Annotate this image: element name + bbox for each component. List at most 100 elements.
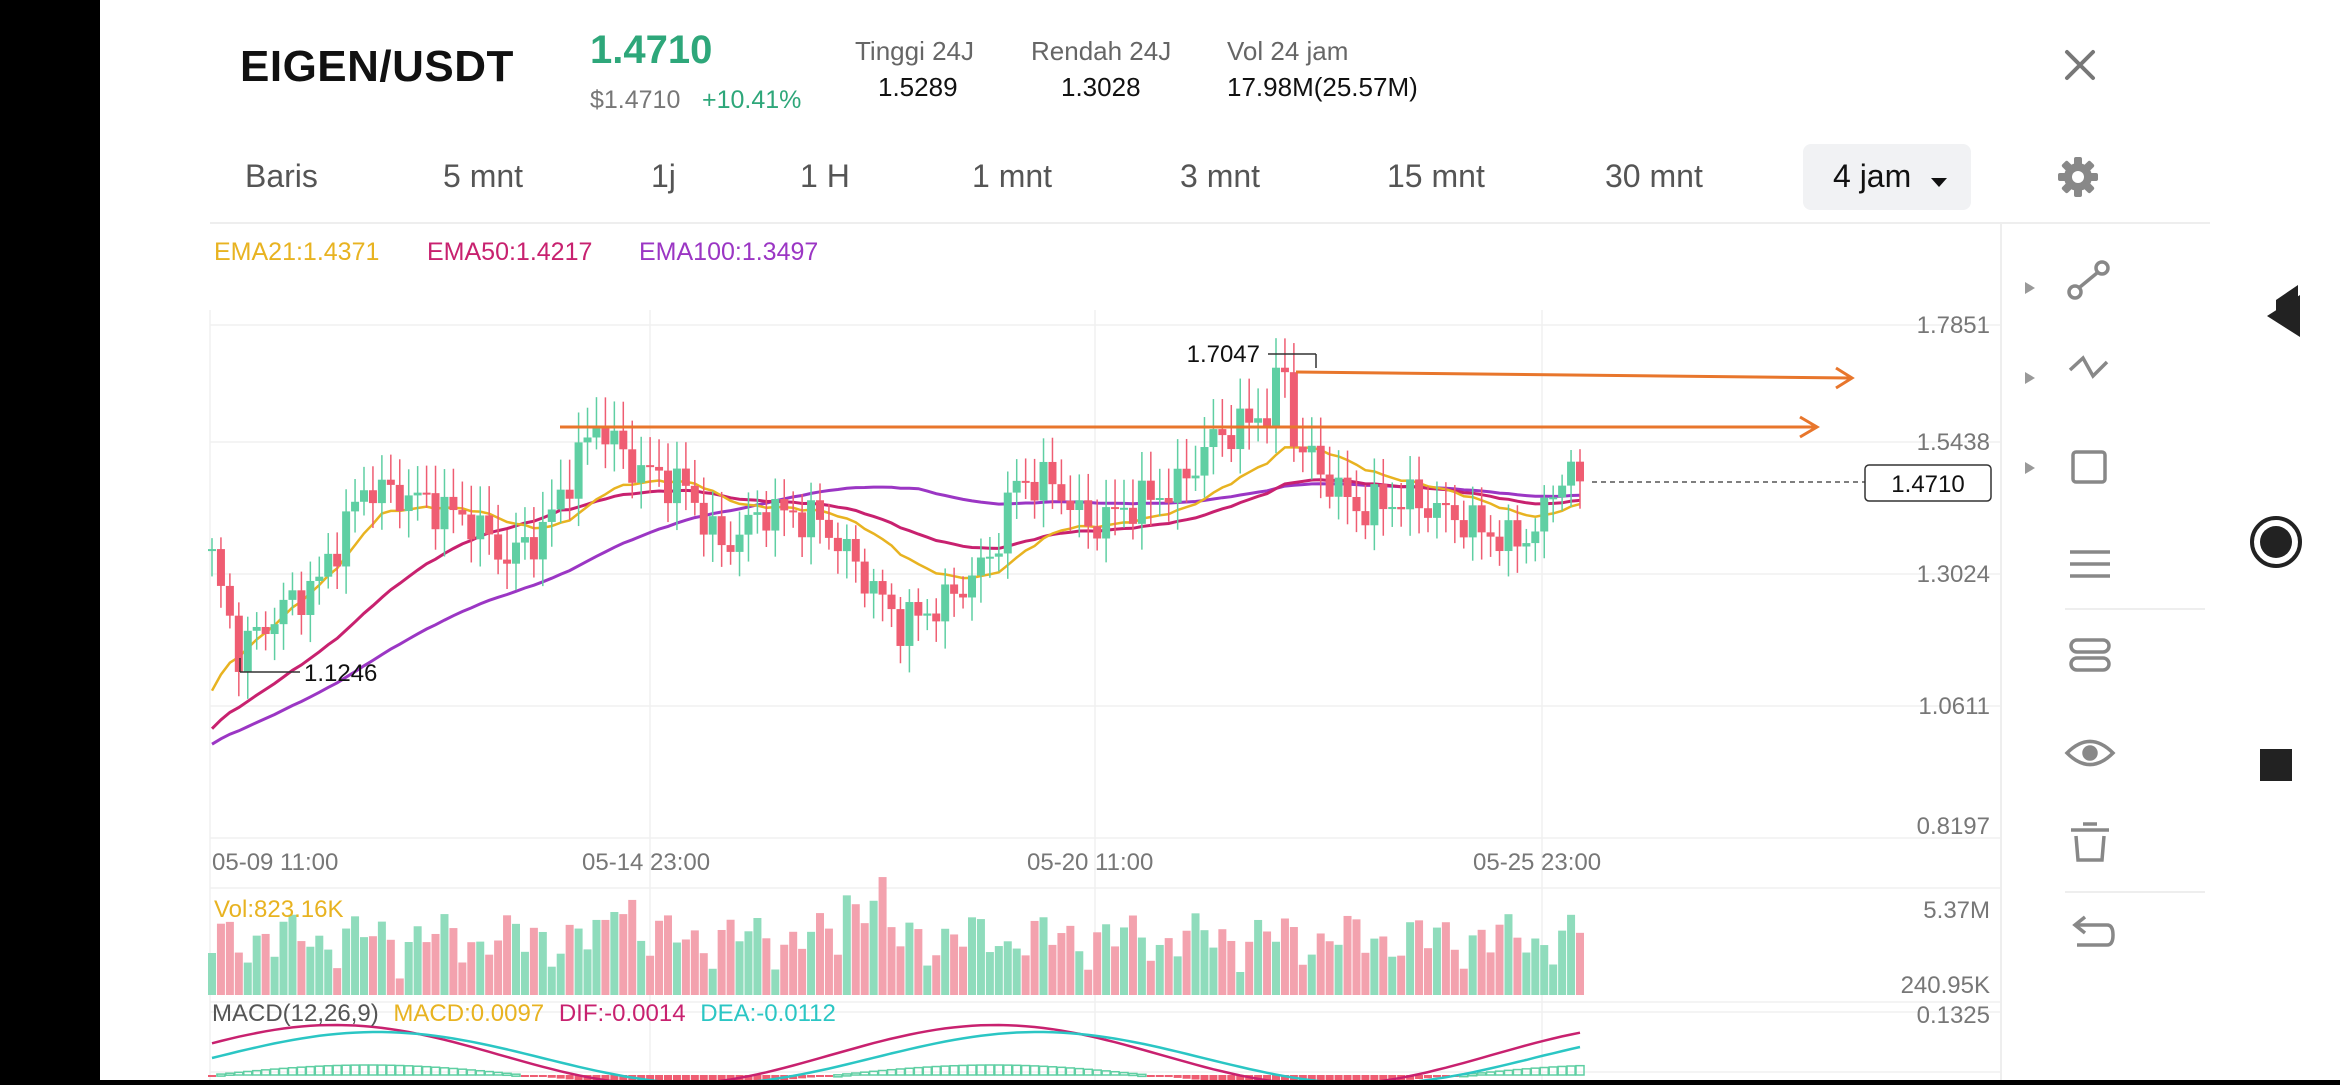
volume-bar bbox=[288, 914, 297, 995]
macd-bar bbox=[1164, 1075, 1173, 1078]
chart-panel: EIGEN/USDT 1.4710 $1.4710 +10.41% Tinggi… bbox=[100, 0, 2210, 1080]
tab-5m[interactable]: 5 mnt bbox=[443, 158, 524, 194]
candle-body bbox=[1432, 503, 1441, 518]
candle-body bbox=[637, 465, 646, 483]
macd-bar bbox=[574, 1075, 583, 1080]
visibility-eye-icon[interactable] bbox=[2064, 739, 2116, 767]
channel-icon[interactable] bbox=[2069, 638, 2111, 672]
macd-bar bbox=[1343, 1075, 1352, 1080]
macd-bar bbox=[538, 1075, 547, 1077]
undo-icon[interactable] bbox=[2072, 915, 2115, 947]
candle-body bbox=[208, 549, 216, 552]
tab-3m[interactable]: 3 mnt bbox=[1180, 158, 1261, 194]
low-annotation: 1.1246 bbox=[239, 658, 377, 687]
volume-bar bbox=[431, 933, 440, 995]
tab-1j[interactable]: 1j bbox=[651, 158, 676, 194]
candle-body bbox=[1558, 485, 1567, 498]
volume-bar bbox=[1325, 941, 1334, 995]
macd-bar bbox=[816, 1075, 824, 1077]
multi-line-icon[interactable] bbox=[2068, 355, 2109, 379]
expand-arrow-icon[interactable] bbox=[2025, 462, 2035, 474]
macd-bar bbox=[913, 1066, 924, 1076]
candlestick-chart[interactable]: 1.7851 1.5438 1.3024 1.0611 0.8197 05-09… bbox=[100, 0, 2000, 1080]
macd-bar bbox=[565, 1075, 574, 1080]
volume-bar bbox=[762, 938, 771, 995]
macd-bar bbox=[430, 1066, 441, 1076]
candle-body bbox=[592, 426, 601, 438]
tab-1h[interactable]: 1 H bbox=[800, 158, 850, 194]
candle-body bbox=[270, 624, 279, 635]
candle-body bbox=[1513, 520, 1522, 547]
tab-1m[interactable]: 1 mnt bbox=[972, 158, 1053, 194]
tab-15m[interactable]: 15 mnt bbox=[1387, 158, 1485, 194]
candle-body bbox=[1012, 480, 1021, 493]
macd-bar bbox=[1476, 1072, 1487, 1076]
macd-bar bbox=[868, 1070, 879, 1076]
settings-gear-icon[interactable] bbox=[2053, 152, 2103, 202]
fib-icon[interactable] bbox=[2070, 550, 2110, 578]
candle-body bbox=[1227, 435, 1236, 450]
candle-body bbox=[1325, 474, 1334, 497]
candle-body bbox=[1003, 492, 1012, 554]
volume-bar bbox=[1263, 931, 1272, 995]
tab-4-jam-active[interactable]: 4 jam bbox=[1833, 158, 1948, 197]
volume-bar bbox=[717, 929, 726, 995]
candle-body bbox=[1415, 479, 1424, 509]
candle-body bbox=[1486, 532, 1495, 537]
volume-bar bbox=[1218, 929, 1227, 995]
candle-body bbox=[1450, 505, 1459, 521]
tab-baris[interactable]: Baris bbox=[245, 158, 318, 194]
macd-bar bbox=[1424, 1075, 1432, 1079]
close-icon[interactable] bbox=[2055, 40, 2105, 90]
volume-bar bbox=[923, 965, 932, 995]
candle-body bbox=[342, 511, 351, 567]
candle-body bbox=[1218, 429, 1227, 436]
candle-body bbox=[1406, 479, 1415, 510]
macd-bar bbox=[1388, 1075, 1397, 1080]
candle-body bbox=[458, 510, 467, 515]
macd-bar bbox=[842, 1073, 852, 1077]
candle-body bbox=[1111, 507, 1120, 510]
volume-bar bbox=[851, 904, 860, 995]
expand-arrow-icon[interactable] bbox=[2025, 282, 2035, 294]
volume-bar bbox=[583, 949, 592, 995]
volume-bar bbox=[1549, 964, 1558, 995]
volume-bar bbox=[1236, 971, 1245, 995]
macd-legend: MACD(12,26,9) MACD:0.0097 DIF:-0.0014 DE… bbox=[212, 1000, 836, 1028]
volume-bar bbox=[234, 952, 243, 995]
volume-bar bbox=[1486, 952, 1495, 995]
candle-body bbox=[360, 490, 368, 502]
home-circle-icon[interactable] bbox=[2250, 516, 2302, 568]
ray-line-icon[interactable] bbox=[2067, 260, 2110, 300]
rectangle-icon[interactable] bbox=[2071, 450, 2107, 484]
vol-legend: Vol:823.16K bbox=[214, 896, 344, 923]
candle-body bbox=[324, 553, 333, 577]
expand-arrow-icon[interactable] bbox=[2025, 372, 2035, 384]
candle-body bbox=[431, 493, 440, 530]
candle-body bbox=[1352, 496, 1361, 512]
macd-bar bbox=[1263, 1075, 1272, 1080]
volume-bar bbox=[467, 942, 476, 995]
back-triangle-icon[interactable] bbox=[2267, 295, 2300, 337]
high-label: 1.7047 bbox=[1187, 341, 1260, 368]
macd-bar bbox=[1548, 1066, 1558, 1076]
recents-square-icon[interactable] bbox=[2260, 749, 2292, 781]
trend-line-lower[interactable] bbox=[560, 415, 1820, 439]
macd-bar bbox=[949, 1064, 959, 1076]
candle-body bbox=[1245, 408, 1254, 423]
trend-line-upper[interactable] bbox=[1295, 366, 1855, 390]
volume-bar bbox=[1111, 946, 1120, 995]
candle-body bbox=[1316, 445, 1325, 475]
macd-bar bbox=[448, 1067, 459, 1076]
ema50-legend: EMA50:1.4217 bbox=[427, 238, 593, 266]
trash-icon[interactable] bbox=[2071, 822, 2109, 862]
volume-bar bbox=[270, 956, 279, 995]
macd-bar bbox=[753, 1075, 762, 1080]
drawing-toolbar bbox=[2025, 260, 2205, 947]
candle-body bbox=[1173, 468, 1182, 503]
tab-30m[interactable]: 30 mnt bbox=[1605, 158, 1703, 194]
macd-bar bbox=[225, 1072, 235, 1076]
volume-bar bbox=[869, 900, 878, 995]
candle-body bbox=[1370, 484, 1379, 526]
macd-bar bbox=[1361, 1075, 1370, 1080]
